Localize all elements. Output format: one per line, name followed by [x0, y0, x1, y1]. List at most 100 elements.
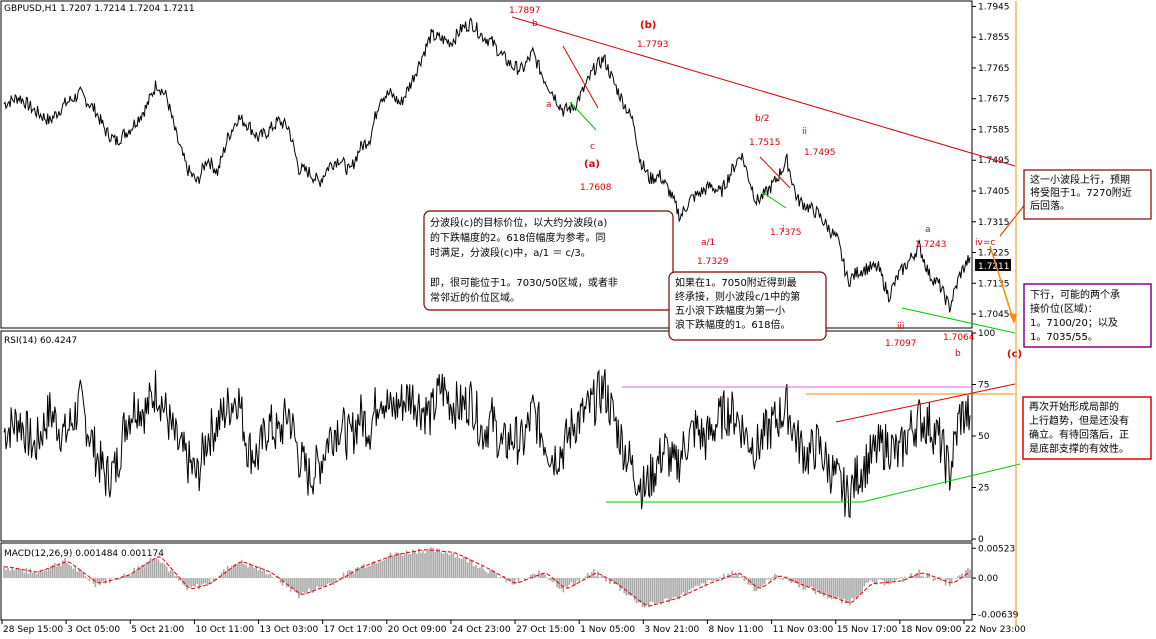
- rsi-tick-label: 0: [978, 535, 984, 545]
- note-line: 时满足，分波段(c)中，a/1 ＝ c/3。: [430, 246, 591, 259]
- projection-arrowhead: [1009, 313, 1017, 324]
- wave-label: 1.7375: [770, 228, 802, 238]
- x-tick-label: 15 Nov 17:00: [837, 625, 898, 635]
- wave-label: ii: [802, 127, 807, 137]
- x-tick-label: 3 Nov 21:00: [644, 625, 699, 635]
- wave-label: 1.7897: [509, 6, 541, 16]
- price-tick-label: 1.7675: [978, 95, 1010, 105]
- note-line: 这一小波段上行，预期: [1030, 173, 1130, 186]
- note-box-rsi-trend: [1022, 396, 1152, 460]
- x-axis: 28 Sep 15:00 3 Oct 05:00 5 Oct 21:00 10 Oct…: [1, 620, 1026, 635]
- note-line: 即，很可能位于1。7030/50区域，或者非: [430, 276, 618, 289]
- note-line: 常邻近的价位区域。: [430, 291, 520, 304]
- trendline-a-green: [569, 101, 597, 131]
- note-line: 如果在1。7050附近得到最: [675, 276, 797, 289]
- rsi-y-axis: 100 75 50 25 0: [972, 329, 995, 545]
- note-line: 浪下跌幅度的1。618倍。: [675, 318, 790, 331]
- note-line: 下行，可能的两个承: [1030, 288, 1120, 301]
- price-y-axis: 1.7945 1.7855 1.7765 1.7675 1.7585 1.7495 1.74…: [972, 2, 1010, 320]
- note-line: 将受阻于1。7270附近: [1030, 186, 1132, 199]
- rsi-tick-label: 75: [978, 381, 989, 391]
- rsi-trend-green: [861, 463, 1021, 503]
- trendline-lower-green: [901, 307, 1016, 334]
- x-tick-label: 27 Oct 15:00: [516, 625, 575, 635]
- rsi-tick-label: 50: [978, 432, 990, 442]
- x-tick-label: 3 Oct 05:00: [67, 625, 120, 635]
- rsi-series-line: [3, 369, 971, 519]
- note-line: 再次开始形成局部的: [1029, 400, 1119, 413]
- price-series-line: [3, 17, 971, 313]
- price-tick-label: 1.7405: [978, 187, 1010, 197]
- x-tick-label: 11 Nov 03:00: [773, 625, 834, 635]
- wave-label: 1.7064: [943, 333, 975, 343]
- macd-tick-label: 0.00523: [978, 544, 1015, 554]
- price-tick-label: 1.7495: [978, 156, 1010, 166]
- wave-label: 1.7329: [697, 257, 729, 267]
- price-tick-label: 1.7945: [978, 2, 1010, 12]
- x-tick-label: 18 Nov 09:00: [901, 625, 962, 635]
- wave-label: i: [782, 225, 785, 235]
- note-line: 分波段(c)的目标价位，以大约分波段(a): [430, 216, 607, 229]
- note-line: 后回落。: [1030, 200, 1070, 212]
- x-tick-label: 8 Nov 11:00: [708, 625, 763, 635]
- x-tick-label: 17 Oct 17:00: [324, 625, 383, 635]
- wave-label: (c): [1007, 349, 1022, 360]
- note-line: 的下跌幅度的2。618倍幅度为参考。同: [430, 231, 605, 244]
- note-box-resistance: [1023, 169, 1152, 220]
- x-tick-label: 24 Oct 23:00: [452, 625, 511, 635]
- note-line: 1。7100/20；以及: [1030, 317, 1118, 329]
- price-tick-label: 1.7855: [978, 33, 1010, 43]
- trendline-b2-green: [761, 191, 787, 209]
- price-tick-label: 1.7225: [978, 249, 1010, 259]
- price-tick-label: 1.7585: [978, 125, 1010, 135]
- macd-y-axis: 0.00523 0.00 -0.00639: [972, 544, 1019, 621]
- x-tick-label: 20 Oct 09:00: [388, 625, 447, 635]
- rsi-trend-red: [835, 383, 1016, 423]
- price-tick-label: 1.7315: [978, 218, 1010, 228]
- wave-label: a: [925, 225, 931, 235]
- note-line: 确立。有待回落后，正: [1029, 428, 1129, 441]
- wave-label: iv=c: [975, 238, 995, 248]
- wave-label: 1.7097: [885, 339, 917, 349]
- x-tick-label: 22 Nov 23:00: [965, 625, 1026, 635]
- rsi-tick-label: 100: [978, 329, 995, 339]
- note-box-target: [423, 210, 674, 311]
- wave-label: c: [590, 142, 595, 152]
- note-fifth-wave-text: 如果在1。7050附近得到最终承接，则小波段c/1中的第五小浪下跌幅度为第一小浪…: [675, 276, 800, 331]
- macd-signal-line: [3, 549, 969, 607]
- symbol-info: GBPUSD,H1 1.7207 1.7214 1.7204 1.7211: [4, 4, 195, 14]
- wave-label: 1.7495: [804, 148, 836, 158]
- projection-arrow-down: [989, 245, 1015, 323]
- macd-histogram: [3, 547, 971, 608]
- note-box-support: [1023, 283, 1152, 348]
- trendline-b2-red: [759, 156, 791, 189]
- price-tick-label: 1.7765: [978, 64, 1010, 74]
- wave-label: (a): [584, 159, 600, 170]
- note-line: 五小浪下跌幅度为第一小: [675, 304, 785, 317]
- macd-panel: [0, 542, 973, 621]
- macd-label: MACD(12,26,9) 0.001484 0.001174: [4, 549, 164, 559]
- wave-label: b: [532, 19, 538, 29]
- price-tick-label: 1.7045: [978, 310, 1010, 320]
- price-tick-label: 1.7135: [978, 279, 1010, 289]
- note-line: 终承接，则小波段c/1中的第: [675, 290, 800, 303]
- wave-label: a: [546, 100, 552, 110]
- current-price-value: 1.7211: [978, 262, 1010, 272]
- note-line: 1。7035/55。: [1030, 332, 1098, 343]
- wave-label: 1.7793: [637, 40, 669, 50]
- rsi-label: RSI(14) 60.4247: [4, 336, 77, 346]
- rsi-tick-label: 25: [978, 484, 989, 494]
- macd-tick-label: 0.00: [978, 574, 998, 584]
- x-tick-label: 10 Oct 11:00: [195, 625, 254, 635]
- wave-label: b/2: [755, 114, 769, 124]
- wave-label: 1.7608: [580, 183, 612, 193]
- wave-label: b: [955, 349, 961, 359]
- wave-label: 1.7243: [915, 240, 947, 250]
- trendline-upper-red: [511, 16, 1016, 167]
- wave-label: 1.7515: [749, 138, 781, 148]
- x-tick-label: 5 Oct 21:00: [131, 625, 184, 635]
